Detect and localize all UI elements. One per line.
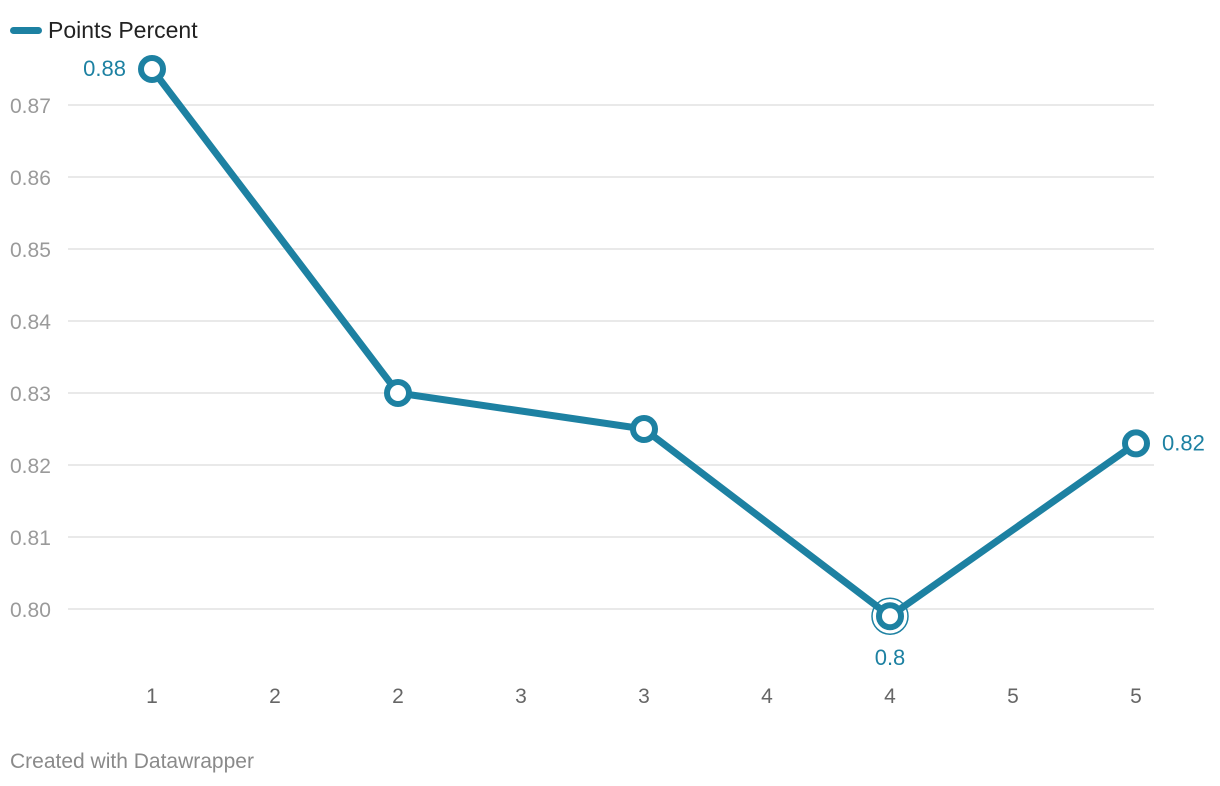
legend: Points Percent [10,16,198,44]
y-tick-label: 0.84 [10,311,51,334]
x-tick-label: 2 [269,685,281,708]
data-point [384,379,412,407]
data-point [1122,429,1150,458]
data-point [876,602,904,631]
x-tick-label: 3 [638,685,650,708]
y-tick-label: 0.82 [10,455,51,478]
y-tick-label: 0.80 [10,599,51,622]
x-tick-label: 4 [884,685,896,708]
data-point [630,415,658,443]
highlight-ring [871,597,909,635]
data-labels: 0.88 0.8 0.82 [83,56,1205,670]
x-tick-label: 3 [515,685,527,708]
data-label: 0.8 [875,645,906,670]
x-tick-label: 5 [1007,685,1019,708]
data-label: 0.88 [83,56,126,81]
legend-label: Points Percent [48,16,198,43]
data-label: 0.82 [1162,430,1205,455]
footer-credit: Created with Datawrapper [10,750,254,773]
y-tick-label: 0.83 [10,383,51,406]
x-tick-label: 5 [1130,685,1142,708]
series-line [148,65,1140,620]
y-tick-label: 0.81 [10,527,51,550]
y-tick-label: 0.85 [10,239,51,262]
y-tick-label: 0.86 [10,167,51,190]
x-axis-ticks: 1 2 2 3 3 4 4 5 5 [146,685,1142,708]
y-axis-ticks: 0.80 0.81 0.82 0.83 0.84 0.85 0.86 0.87 [10,95,51,622]
x-tick-label: 1 [146,685,158,708]
x-tick-label: 2 [392,685,404,708]
legend-swatch [10,26,42,34]
data-point [138,55,166,83]
y-tick-label: 0.87 [10,95,51,118]
series-line-group [148,65,1140,620]
x-tick-label: 4 [761,685,773,708]
gridlines [68,104,1154,610]
data-points [138,55,1150,635]
